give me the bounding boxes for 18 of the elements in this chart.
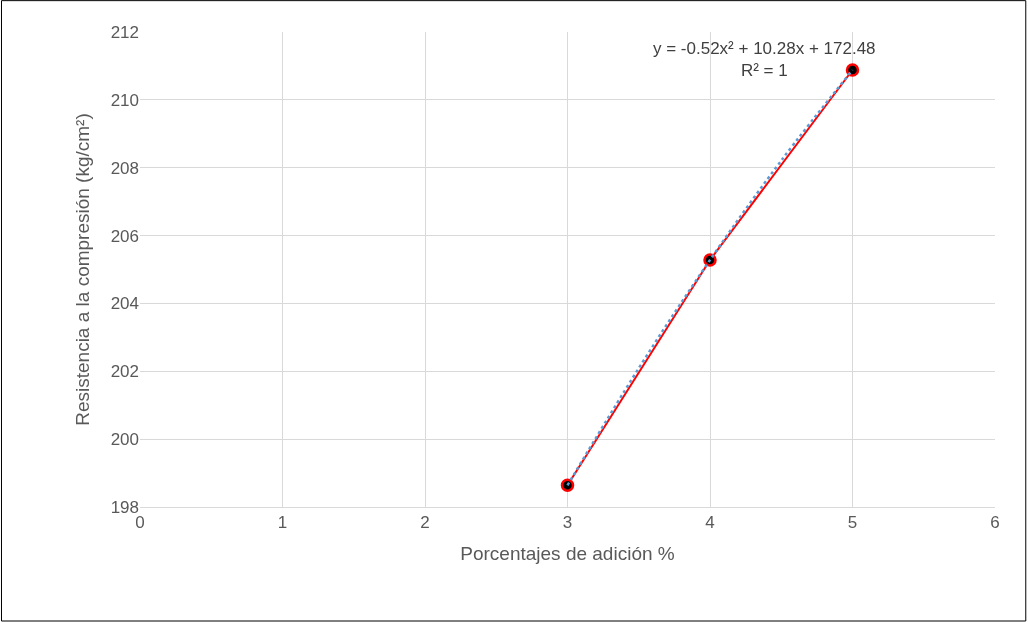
y-tick-label: 206 [110,226,139,246]
point [845,63,860,77]
x-tick-label: 1 [277,513,288,533]
y-tick-label: 200 [110,430,139,450]
x-tick-label: 2 [420,513,430,533]
y-tick-label: 202 [110,362,139,382]
y-axis-title: Resistencia a la compresión (kg/cm²) [72,113,94,426]
x-axis-title: Porcentajes de adición % [460,543,675,565]
y-tick-label: 212 [110,22,139,42]
annotation: y = -0.52x² + 10.28x + 172.48 R² = 1 [653,39,876,81]
x-tick-label: 5 [847,513,858,533]
y-tick-label: 210 [110,90,139,110]
y-tick-label: 204 [110,294,139,314]
point [560,478,575,493]
x-tick-label: 3 [562,513,573,533]
x-tick-label: 6 [990,513,1000,533]
y-tick-label: 208 [110,158,139,178]
x-tick-label: 4 [705,513,715,533]
